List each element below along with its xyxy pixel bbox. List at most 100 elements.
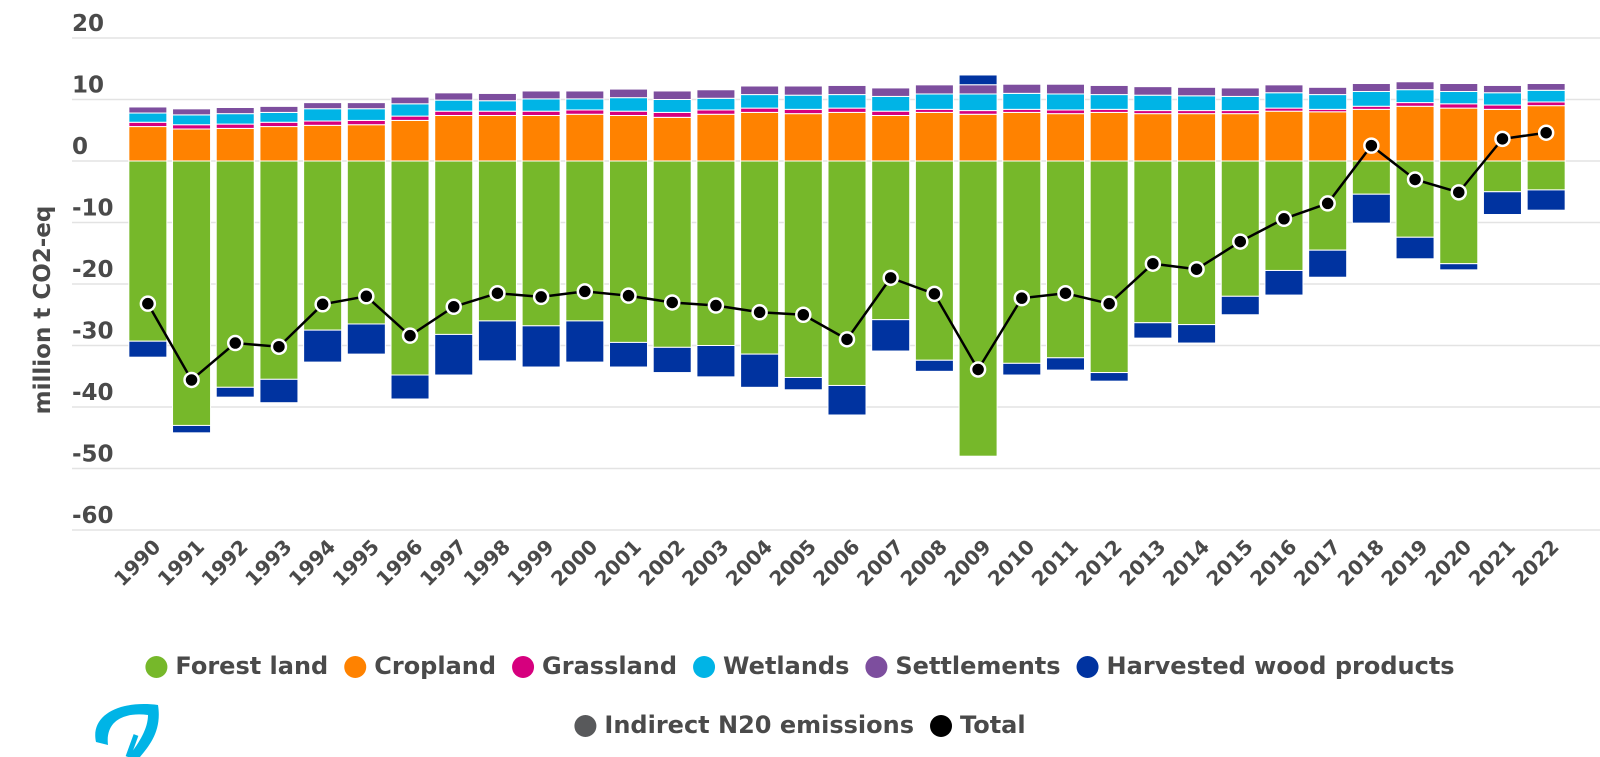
bar-segment <box>1439 263 1479 271</box>
bar-segment <box>1526 83 1566 91</box>
y-tick-label: 20 <box>72 11 104 37</box>
bar-segment <box>346 124 386 162</box>
total-point <box>401 327 419 344</box>
bar-segment <box>1395 102 1435 107</box>
bar-segment <box>1089 84 1129 86</box>
total-point <box>358 288 375 305</box>
y-tick-label: -50 <box>72 442 114 468</box>
bar-segment <box>565 113 605 162</box>
x-tick-label: 2014 <box>1158 535 1214 591</box>
x-tick-label: 2015 <box>1201 535 1257 591</box>
x-tick-label: 2009 <box>939 535 995 591</box>
bar-segment <box>740 85 780 96</box>
bar-segment <box>827 160 867 386</box>
bar-segment <box>1002 92 1042 110</box>
bar-segment <box>740 94 780 109</box>
total-point <box>1100 295 1118 312</box>
bar-segment <box>783 108 823 115</box>
legend-swatch <box>344 656 367 678</box>
bar-segment <box>434 110 474 116</box>
bar-segment <box>827 107 867 113</box>
bar-segment <box>1177 113 1217 162</box>
total-point <box>1494 130 1511 148</box>
bar-segment <box>914 84 954 95</box>
bar-segment <box>914 111 954 162</box>
bar-segment <box>128 112 168 123</box>
bar-segment <box>303 108 343 122</box>
bar-segment <box>521 325 561 368</box>
bar-segment <box>259 121 299 128</box>
total-point <box>1013 289 1031 307</box>
bar-segment <box>609 87 649 90</box>
bar-segment <box>1089 160 1129 374</box>
x-tick-label: 2022 <box>1507 535 1563 591</box>
x-tick-label: 2001 <box>590 535 646 591</box>
bar-segment <box>1089 372 1129 382</box>
bar-segment <box>783 160 823 378</box>
bar-segment <box>1045 113 1085 162</box>
bar-segment <box>1133 85 1173 88</box>
bar-segment <box>1045 357 1085 371</box>
total-point <box>795 306 812 323</box>
bar-segment <box>1439 91 1479 105</box>
bar-segment <box>172 124 212 130</box>
x-tick-label: 2020 <box>1420 535 1476 591</box>
bar-segment <box>303 124 343 162</box>
total-point <box>1406 171 1424 188</box>
total-point <box>489 284 506 302</box>
bar-segment <box>1220 95 1260 112</box>
bar-segment <box>958 93 998 112</box>
legend-swatch <box>512 656 535 678</box>
bar-segment <box>128 160 168 342</box>
logo <box>95 704 159 757</box>
bar-segment <box>434 92 474 101</box>
bar-segment <box>346 101 386 104</box>
bar-segment <box>521 89 561 92</box>
bar-segment <box>346 102 386 110</box>
bar-segment <box>215 127 255 162</box>
bar-segment <box>1045 160 1085 359</box>
bar-segment <box>696 160 736 346</box>
bar-segment <box>783 84 823 87</box>
legend-swatch <box>693 656 716 678</box>
bar-segment <box>434 99 474 112</box>
bar-segment <box>1045 83 1085 95</box>
bar-segment <box>871 110 911 116</box>
bar-segment <box>740 160 780 355</box>
bar-segment <box>958 110 998 115</box>
bar-segment <box>172 128 212 162</box>
legend-label: Cropland <box>374 652 496 680</box>
total-point <box>1232 233 1249 250</box>
bar-segment <box>1133 86 1173 96</box>
bar-segment <box>783 113 823 162</box>
legend-label: Wetlands <box>723 652 849 680</box>
bar-segment <box>390 96 430 105</box>
bar-segment <box>565 109 605 115</box>
bar-segment <box>783 376 823 391</box>
bar-segment <box>1089 94 1129 110</box>
bar-segment <box>434 333 474 376</box>
bar-segment <box>1482 84 1522 86</box>
legend-label: Forest land <box>175 652 328 680</box>
bar-segment <box>609 341 649 368</box>
bar-segment <box>434 114 474 162</box>
bar-segment <box>1220 86 1260 89</box>
bar-segment <box>652 90 692 100</box>
legend-label: Grassland <box>542 652 677 680</box>
bar-segment <box>390 95 430 98</box>
total-point <box>751 304 768 321</box>
bar-segment <box>871 114 911 162</box>
bar-segment <box>1264 110 1304 162</box>
bar-segment <box>1395 80 1435 83</box>
x-tick-label: 1993 <box>240 535 296 591</box>
bar-segment <box>477 100 517 112</box>
bar-segment <box>652 160 692 348</box>
bar-segment <box>740 107 780 113</box>
bar-segment <box>609 97 649 112</box>
y-axis-label: million t CO2-eq <box>30 206 56 415</box>
bar-segment <box>1045 109 1085 115</box>
legend-swatch <box>574 715 597 737</box>
bar-segment <box>1220 87 1260 97</box>
bar-segment <box>1395 81 1435 91</box>
bar-segment <box>1482 92 1522 106</box>
